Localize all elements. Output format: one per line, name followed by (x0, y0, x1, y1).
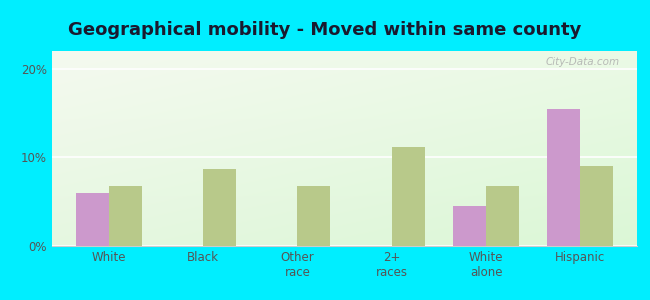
Bar (486, 186, 519, 246)
Bar (580, 166, 614, 246)
Bar (109, 186, 142, 246)
Bar (392, 147, 424, 246)
Bar (75, 193, 109, 246)
Text: City-Data.com: City-Data.com (545, 57, 619, 67)
Text: Geographical mobility - Moved within same county: Geographical mobility - Moved within sam… (68, 21, 582, 39)
Bar (453, 206, 486, 246)
Bar (297, 186, 330, 246)
Bar (547, 109, 580, 246)
Bar (203, 169, 236, 246)
